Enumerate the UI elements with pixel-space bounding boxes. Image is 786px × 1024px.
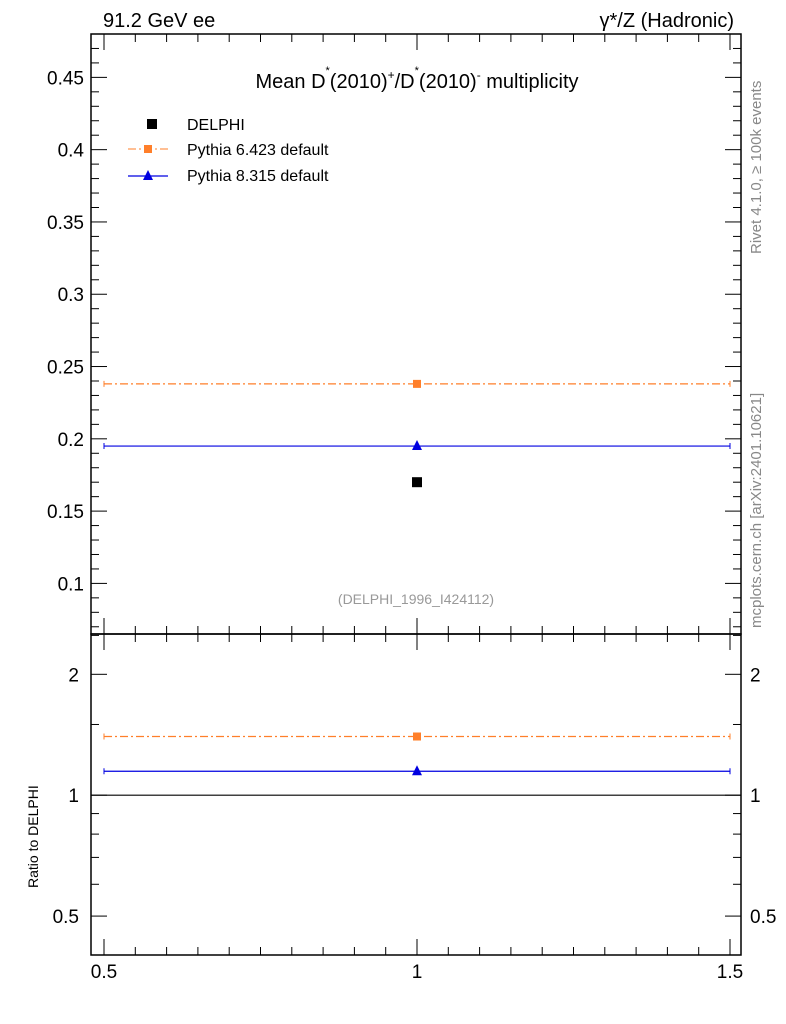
side-label-top: Rivet 4.1.0, ≥ 100k events <box>748 81 765 254</box>
legend-label-pythia8: Pythia 8.315 default <box>187 168 329 185</box>
ratio-pythia8-point <box>412 765 422 776</box>
y-tick-label: 0.4 <box>58 141 85 162</box>
y-tick-label: 0.35 <box>47 213 84 234</box>
y-tick-label: 0.3 <box>58 285 84 306</box>
legend-label-delphi: DELPHI <box>187 117 245 134</box>
ratio-pythia6-point <box>413 732 421 741</box>
ratio-ylabel: Ratio to DELPHI <box>25 785 41 888</box>
legend: DELPHI Pythia 6.423 default Pythia 8.315… <box>128 117 329 185</box>
header-right: γ*/Z (Hadronic) <box>600 10 734 32</box>
chart-title: Mean D*(2010)+/D*(2010)- multiplicity <box>255 65 578 93</box>
ratio-y-tick-label-right: 1 <box>750 786 761 807</box>
delphi-point <box>412 477 422 488</box>
ratio-y-tick-label-right: 0.5 <box>750 907 776 928</box>
legend-marker-pythia8 <box>143 170 153 180</box>
pythia8-point <box>412 440 422 451</box>
x-tick-label: 0.5 <box>91 962 117 983</box>
legend-marker-pythia6 <box>144 145 152 153</box>
legend-label-pythia6: Pythia 6.423 default <box>187 142 329 159</box>
x-tick-label: 1 <box>412 962 423 983</box>
ratio-frame <box>90 633 742 956</box>
header-left: 91.2 GeV ee <box>103 10 215 32</box>
side-label-bottom: mcplots.cern.ch [arXiv:2401.10621] <box>748 393 765 628</box>
legend-marker-delphi <box>147 119 157 129</box>
watermark: (DELPHI_1996_I424112) <box>338 591 494 607</box>
pythia6-point <box>413 379 421 388</box>
y-tick-label: 0.2 <box>58 430 84 451</box>
ratio-y-tick-label: 1 <box>68 786 79 807</box>
ratio-y-tick-label-right: 2 <box>750 665 761 686</box>
x-tick-label: 1.5 <box>717 962 743 983</box>
ratio-y-tick-label: 2 <box>68 665 79 686</box>
y-tick-label: 0.45 <box>47 68 84 89</box>
y-tick-label: 0.25 <box>47 358 84 379</box>
y-tick-label: 0.1 <box>58 574 84 595</box>
ratio-y-tick-label: 0.5 <box>53 907 79 928</box>
y-tick-label: 0.15 <box>47 502 84 523</box>
